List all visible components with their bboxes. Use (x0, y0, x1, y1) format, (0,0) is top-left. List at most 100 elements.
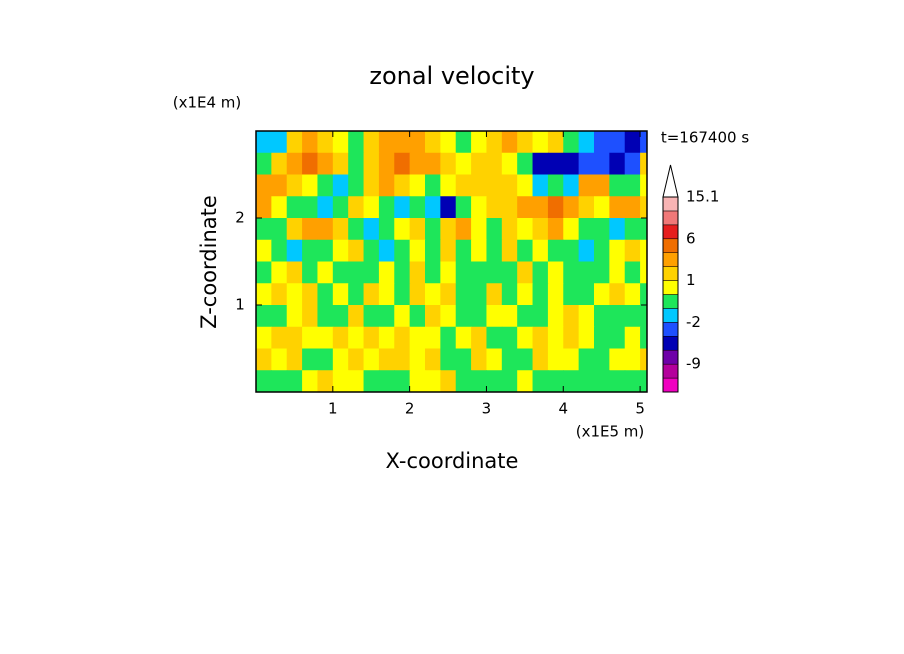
contour-cell (286, 283, 303, 306)
contour-cell (486, 261, 503, 284)
contour-cell (348, 131, 365, 154)
colorbar-bin (662, 252, 679, 267)
contour-cell (332, 131, 349, 154)
contour-cell (271, 283, 288, 306)
contour-cell (302, 131, 319, 154)
contour-cell (578, 305, 595, 328)
contour-cell (517, 196, 534, 219)
contour-cell (532, 174, 549, 197)
contour-cell (486, 283, 503, 306)
contour-cell (517, 305, 534, 328)
colorbar-bin (662, 210, 679, 226)
contour-cell (378, 174, 395, 197)
contour-cell (363, 261, 380, 284)
contour-cell (332, 283, 349, 306)
contour-cell (486, 196, 503, 219)
contour-cell (532, 239, 549, 263)
contour-cell (363, 174, 380, 197)
contour-cell (593, 174, 610, 197)
contour-cell (394, 326, 411, 350)
contour-cell (578, 283, 595, 306)
contour-cell (624, 152, 641, 176)
contour-cell (256, 305, 272, 328)
colorbar-bin (662, 336, 679, 351)
contour-cell (593, 196, 610, 219)
time-label: t=167400 s (661, 129, 749, 147)
colorbar-extension (662, 164, 679, 198)
contour-cell (256, 196, 272, 219)
contour-cell (640, 196, 647, 219)
contour-cell (256, 218, 272, 241)
x-unit: (x1E5 m) (576, 423, 645, 441)
contour-cell (640, 283, 647, 306)
contour-cell (286, 239, 303, 263)
contour-cell (440, 196, 457, 219)
contour-cell (593, 131, 610, 154)
contour-cell (409, 326, 426, 350)
contour-cell (317, 196, 334, 219)
contour-cell (271, 370, 288, 392)
colorbar-bin (662, 280, 679, 295)
contour-cell (563, 174, 580, 197)
contour-cell (271, 174, 288, 197)
contour-cell (609, 326, 626, 350)
contour-cell (394, 239, 411, 263)
contour-cell (455, 326, 472, 350)
contour-cell (363, 326, 380, 350)
y-tick-label: 1 (235, 296, 245, 314)
contour-cell (363, 239, 380, 263)
contour-cell (640, 370, 647, 392)
contour-cell (640, 305, 647, 328)
contour-cell (271, 348, 288, 371)
contour-cell (517, 174, 534, 197)
contour-cell (578, 196, 595, 219)
contour-cell (394, 196, 411, 219)
colorbar-bin (662, 266, 679, 281)
contour-cell (532, 196, 549, 219)
colorbar-bin (662, 196, 679, 212)
contour-cell (363, 305, 380, 328)
contour-cell (348, 326, 365, 350)
contour-cell (286, 218, 303, 241)
contour-cell (378, 131, 395, 154)
contour-cell (317, 305, 334, 328)
contour-cell (471, 174, 488, 197)
contour-cell (332, 239, 349, 263)
contour-cell (593, 261, 610, 284)
contour-cell (409, 239, 426, 263)
contour-cell (501, 152, 518, 176)
contour-cell (547, 131, 564, 154)
contour-cell (517, 261, 534, 284)
contour-cell (532, 152, 549, 176)
contour-cell (332, 326, 349, 350)
contour-cell (363, 348, 380, 371)
contour-cell (593, 348, 610, 371)
contour-cell (271, 131, 288, 154)
contour-cell (286, 261, 303, 284)
contour-cell (455, 283, 472, 306)
contour-cell (593, 305, 610, 328)
contour-cell (624, 326, 641, 350)
contour-cell (547, 370, 564, 392)
contour-cell (486, 326, 503, 350)
contour-cell (394, 131, 411, 154)
contour-cell (378, 218, 395, 241)
contour-cell (440, 370, 457, 392)
contour-cell (424, 131, 441, 154)
contour-cell (471, 196, 488, 219)
contour-cell (332, 174, 349, 197)
contour-cell (501, 370, 518, 392)
contour-cell (317, 218, 334, 241)
contour-cell (640, 261, 647, 284)
colorbar-bin (662, 224, 679, 240)
contour-cell (256, 261, 272, 284)
contour-cell (486, 131, 503, 154)
contour-cell (517, 326, 534, 350)
x-tick-label: 4 (558, 400, 568, 418)
contour-cell (532, 326, 549, 350)
contour-cell (640, 218, 647, 241)
x-axis-title: X-coordinate (386, 449, 519, 473)
contour-cell (424, 218, 441, 241)
contour-cell (409, 218, 426, 241)
contour-cell (302, 305, 319, 328)
